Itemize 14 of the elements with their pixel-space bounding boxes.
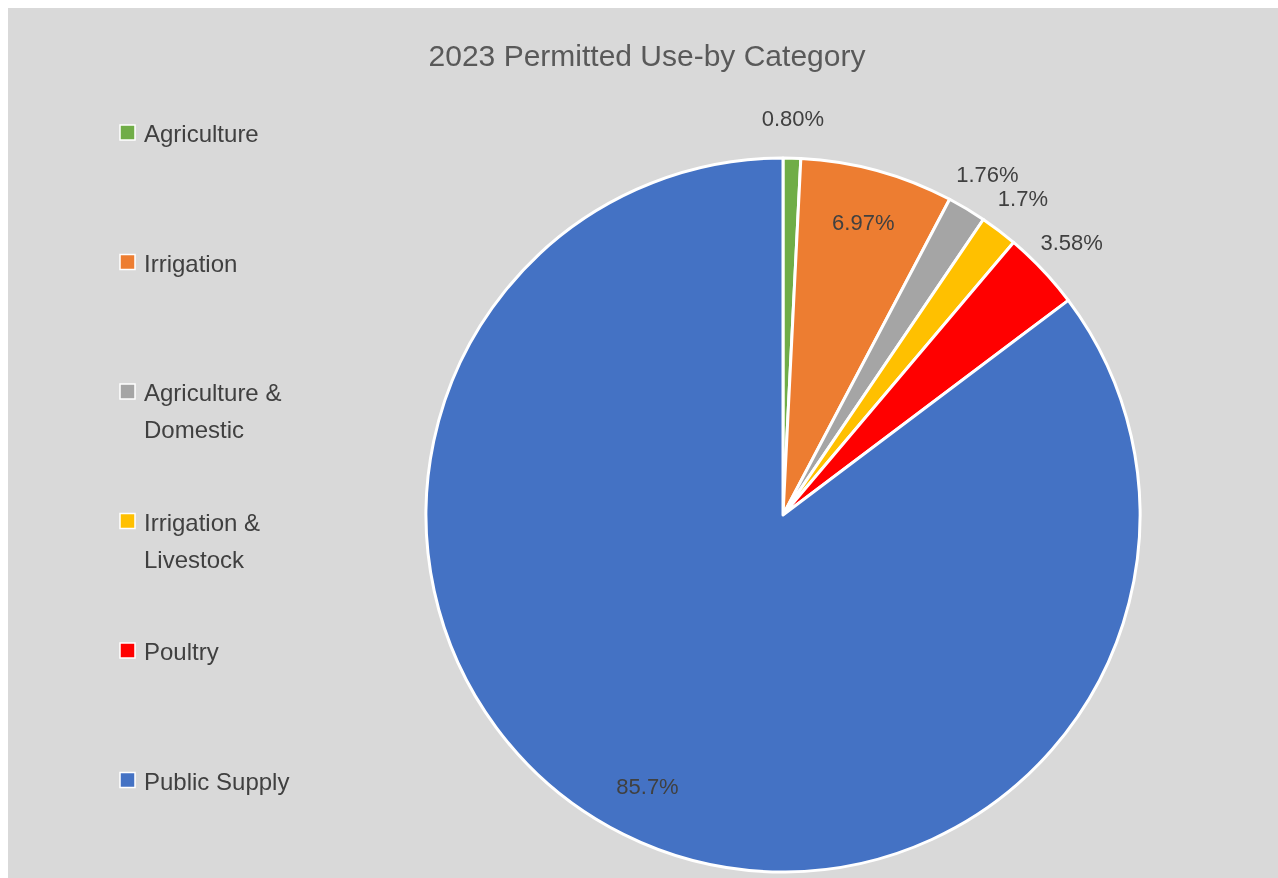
pie-slice [424, 156, 1142, 874]
data-label: 6.97% [832, 209, 895, 235]
legend-label: Agriculture [144, 119, 259, 147]
legend-label: Public Supply [144, 767, 290, 794]
data-label: 3.58% [1040, 229, 1103, 255]
data-label: 1.76% [956, 162, 1019, 188]
data-label: 0.80% [761, 105, 825, 131]
legend-label: Irrigation & Livestock [144, 508, 261, 572]
data-label: 1.7% [997, 186, 1048, 212]
chart-title: 2023 Permitted Use-by Category [428, 38, 866, 72]
data-label: 85.7% [616, 774, 679, 800]
legend-label: Poultry [144, 637, 219, 665]
legend-label: Irrigation [144, 249, 238, 276]
legend-label: Agriculture & Domestic [144, 378, 282, 443]
